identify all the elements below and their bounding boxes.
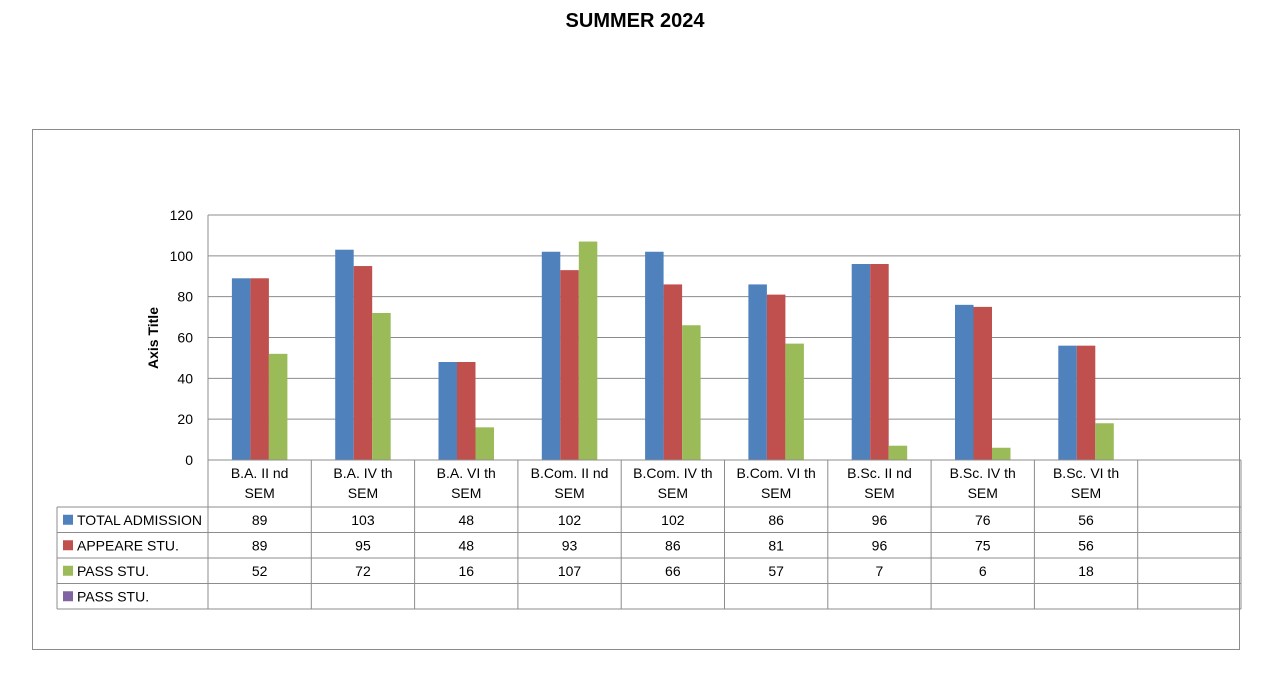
category-label: B.A. IV th bbox=[333, 465, 392, 481]
y-tick-label: 80 bbox=[177, 289, 193, 305]
bar bbox=[973, 306, 992, 460]
category-label: SEM bbox=[968, 485, 998, 501]
table-value: 75 bbox=[975, 537, 991, 553]
y-tick-label: 0 bbox=[185, 452, 193, 468]
category-label: B.Com. VI th bbox=[736, 465, 815, 481]
bar bbox=[475, 427, 494, 460]
table-value: 66 bbox=[665, 563, 681, 579]
y-tick-label: 120 bbox=[170, 207, 194, 223]
y-axis-title: Axis Title bbox=[145, 307, 161, 369]
bar bbox=[353, 266, 373, 460]
category-label: SEM bbox=[244, 485, 274, 501]
table-value: 96 bbox=[872, 512, 888, 528]
table-value: 93 bbox=[562, 537, 578, 553]
legend-label: PASS STU. bbox=[77, 563, 149, 579]
bar bbox=[231, 278, 251, 460]
table-value: 48 bbox=[458, 537, 474, 553]
category-label: B.Com. IV th bbox=[633, 465, 712, 481]
table-value: 86 bbox=[768, 512, 784, 528]
table-value: 81 bbox=[768, 537, 784, 553]
table-value: 96 bbox=[872, 537, 888, 553]
category-label: SEM bbox=[554, 485, 584, 501]
bar bbox=[748, 284, 767, 460]
legend-key bbox=[63, 514, 73, 525]
bar bbox=[870, 264, 889, 460]
category-label: B.Sc. VI th bbox=[1053, 465, 1119, 481]
legend-key bbox=[63, 540, 73, 551]
category-label: B.Sc. IV th bbox=[950, 465, 1016, 481]
bar bbox=[541, 251, 561, 460]
table-value: 7 bbox=[876, 563, 884, 579]
legend-key bbox=[63, 591, 73, 602]
table-value: 72 bbox=[355, 563, 371, 579]
bar bbox=[578, 241, 598, 460]
table-value: 52 bbox=[252, 563, 268, 579]
table-value: 48 bbox=[458, 512, 474, 528]
table-value: 102 bbox=[661, 512, 685, 528]
bar bbox=[1058, 345, 1077, 460]
category-label: SEM bbox=[348, 485, 378, 501]
table-value: 76 bbox=[975, 512, 991, 528]
bar bbox=[645, 251, 664, 460]
table-value: 6 bbox=[979, 563, 987, 579]
table-value: 57 bbox=[768, 563, 784, 579]
bar bbox=[457, 362, 476, 460]
chart-frame bbox=[32, 129, 1240, 650]
bar bbox=[560, 270, 579, 460]
table-value: 56 bbox=[1078, 537, 1094, 553]
bar bbox=[851, 264, 871, 460]
table-value: 18 bbox=[1078, 563, 1094, 579]
table-value: 102 bbox=[558, 512, 582, 528]
category-label: SEM bbox=[658, 485, 688, 501]
bar bbox=[268, 353, 288, 460]
table-value: 56 bbox=[1078, 512, 1094, 528]
table-value: 86 bbox=[665, 537, 681, 553]
bar bbox=[438, 362, 457, 460]
category-label: SEM bbox=[1071, 485, 1101, 501]
legend-label: TOTAL ADMISSION bbox=[77, 512, 202, 528]
category-label: B.A. VI th bbox=[437, 465, 496, 481]
category-label: B.Com. II nd bbox=[531, 465, 609, 481]
category-label: B.Sc. II nd bbox=[847, 465, 912, 481]
legend-label: PASS STU. bbox=[77, 588, 149, 604]
y-tick-label: 20 bbox=[177, 411, 193, 427]
table-value: 89 bbox=[252, 512, 268, 528]
table-value: 95 bbox=[355, 537, 371, 553]
table-value: 16 bbox=[458, 563, 474, 579]
category-label: SEM bbox=[864, 485, 894, 501]
y-tick-label: 60 bbox=[177, 330, 193, 346]
bar bbox=[663, 284, 683, 460]
bar bbox=[1095, 423, 1114, 460]
bar bbox=[955, 304, 974, 460]
bar bbox=[372, 313, 391, 460]
y-tick-label: 40 bbox=[177, 370, 193, 386]
table-value: 103 bbox=[351, 512, 375, 528]
bar bbox=[992, 447, 1011, 460]
chart-title: SUMMER 2024 bbox=[565, 10, 705, 32]
legend-key bbox=[63, 565, 73, 576]
bar bbox=[785, 343, 804, 460]
category-label: SEM bbox=[761, 485, 791, 501]
bar bbox=[250, 278, 269, 460]
bar bbox=[766, 294, 786, 460]
bar bbox=[1076, 345, 1096, 460]
table-value: 89 bbox=[252, 537, 268, 553]
category-label: B.A. II nd bbox=[231, 465, 289, 481]
table-value: 107 bbox=[558, 563, 582, 579]
bar bbox=[335, 249, 354, 460]
category-label: SEM bbox=[451, 485, 481, 501]
bar bbox=[682, 325, 701, 460]
y-tick-label: 100 bbox=[170, 248, 194, 264]
bar bbox=[888, 445, 908, 460]
legend-label: APPEARE STU. bbox=[77, 537, 179, 553]
